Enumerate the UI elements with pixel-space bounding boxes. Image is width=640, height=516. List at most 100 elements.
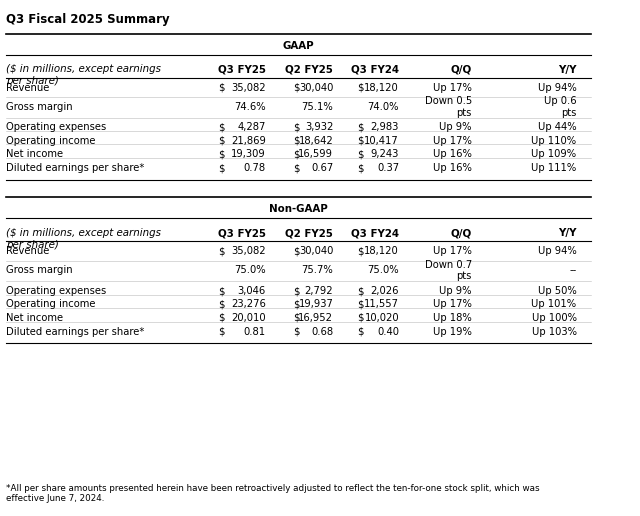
Text: ($ in millions, except earnings
per share): ($ in millions, except earnings per shar… [6,64,161,86]
Text: Operating expenses: Operating expenses [6,286,106,296]
Text: 23,276: 23,276 [231,299,266,310]
Text: $: $ [292,149,300,159]
Text: Net income: Net income [6,149,63,159]
Text: $: $ [218,246,225,256]
Text: 75.1%: 75.1% [301,102,333,112]
Text: Up 18%: Up 18% [433,313,472,323]
Text: $: $ [357,163,364,173]
Text: Down 0.7
pts: Down 0.7 pts [425,260,472,281]
Text: 2,792: 2,792 [305,286,333,296]
Text: $: $ [357,136,364,146]
Text: $: $ [218,122,225,133]
Text: Up 17%: Up 17% [433,299,472,310]
Text: 0.67: 0.67 [311,163,333,173]
Text: Operating income: Operating income [6,299,95,310]
Text: $: $ [218,286,225,296]
Text: Diluted earnings per share*: Diluted earnings per share* [6,163,145,173]
Text: $: $ [357,327,364,337]
Text: Up 94%: Up 94% [538,246,577,256]
Text: Revenue: Revenue [6,246,49,256]
Text: $: $ [292,136,300,146]
Text: Q3 Fiscal 2025 Summary: Q3 Fiscal 2025 Summary [6,13,170,26]
Text: 0.37: 0.37 [377,163,399,173]
Text: 3,932: 3,932 [305,122,333,133]
Text: Y/Y: Y/Y [558,64,577,74]
Text: Up 100%: Up 100% [531,313,577,323]
Text: $: $ [292,122,300,133]
Text: Q/Q: Q/Q [451,228,472,238]
Text: Revenue: Revenue [6,83,49,93]
Text: Q3 FY25: Q3 FY25 [218,64,266,74]
Text: Up 110%: Up 110% [531,136,577,146]
Text: 18,120: 18,120 [364,83,399,93]
Text: 35,082: 35,082 [231,83,266,93]
Text: Operating income: Operating income [6,136,95,146]
Text: Up 17%: Up 17% [433,136,472,146]
Text: 2,983: 2,983 [371,122,399,133]
Text: 11,557: 11,557 [364,299,399,310]
Text: $: $ [292,83,300,93]
Text: 0.81: 0.81 [244,327,266,337]
Text: Net income: Net income [6,313,63,323]
Text: $: $ [292,246,300,256]
Text: $: $ [292,327,300,337]
Text: GAAP: GAAP [283,41,314,51]
Text: 10,020: 10,020 [364,313,399,323]
Text: $: $ [292,286,300,296]
Text: 30,040: 30,040 [299,246,333,256]
Text: 18,642: 18,642 [299,136,333,146]
Text: 19,309: 19,309 [231,149,266,159]
Text: Up 19%: Up 19% [433,327,472,337]
Text: Operating expenses: Operating expenses [6,122,106,133]
Text: $: $ [218,136,225,146]
Text: Non-GAAP: Non-GAAP [269,204,328,214]
Text: 75.0%: 75.0% [367,265,399,276]
Text: 75.7%: 75.7% [301,265,333,276]
Text: Up 17%: Up 17% [433,246,472,256]
Text: Up 16%: Up 16% [433,163,472,173]
Text: Q3 FY25: Q3 FY25 [218,228,266,238]
Text: 0.40: 0.40 [377,327,399,337]
Text: 3,046: 3,046 [237,286,266,296]
Text: $: $ [357,246,364,256]
Text: 74.0%: 74.0% [367,102,399,112]
Text: 2,026: 2,026 [371,286,399,296]
Text: 30,040: 30,040 [299,83,333,93]
Text: Up 17%: Up 17% [433,83,472,93]
Text: *All per share amounts presented herein have been retroactively adjusted to refl: *All per share amounts presented herein … [6,484,540,504]
Text: $: $ [357,83,364,93]
Text: Up 50%: Up 50% [538,286,577,296]
Text: $: $ [357,313,364,323]
Text: $: $ [292,313,300,323]
Text: 4,287: 4,287 [237,122,266,133]
Text: $: $ [218,299,225,310]
Text: Up 109%: Up 109% [531,149,577,159]
Text: Gross margin: Gross margin [6,102,72,112]
Text: 19,937: 19,937 [298,299,333,310]
Text: $: $ [218,313,225,323]
Text: $: $ [357,299,364,310]
Text: 18,120: 18,120 [364,246,399,256]
Text: 0.68: 0.68 [311,327,333,337]
Text: Q2 FY25: Q2 FY25 [285,228,333,238]
Text: Up 44%: Up 44% [538,122,577,133]
Text: Q3 FY24: Q3 FY24 [351,228,399,238]
Text: $: $ [357,149,364,159]
Text: $: $ [292,299,300,310]
Text: $: $ [357,122,364,133]
Text: Q2 FY25: Q2 FY25 [285,64,333,74]
Text: 16,599: 16,599 [298,149,333,159]
Text: Up 9%: Up 9% [440,286,472,296]
Text: Up 0.6
pts: Up 0.6 pts [544,96,577,118]
Text: Gross margin: Gross margin [6,265,72,276]
Text: 75.0%: 75.0% [234,265,266,276]
Text: 9,243: 9,243 [371,149,399,159]
Text: Up 101%: Up 101% [531,299,577,310]
Text: 16,952: 16,952 [298,313,333,323]
Text: 20,010: 20,010 [231,313,266,323]
Text: $: $ [218,327,225,337]
Text: $: $ [357,286,364,296]
Text: ($ in millions, except earnings
per share): ($ in millions, except earnings per shar… [6,228,161,250]
Text: 10,417: 10,417 [364,136,399,146]
Text: $: $ [292,163,300,173]
